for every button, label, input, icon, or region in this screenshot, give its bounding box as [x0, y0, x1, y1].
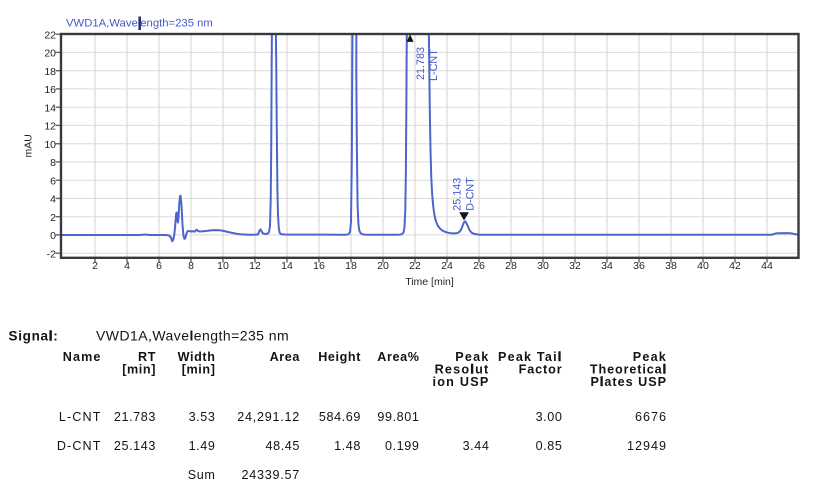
- svg-text:VWD1A,Wavelength=235 nm: VWD1A,Wavelength=235 nm: [96, 327, 289, 343]
- svg-text:12: 12: [44, 121, 56, 133]
- svg-text:3.44: 3.44: [463, 439, 490, 453]
- svg-text:Theoretical: Theoretical: [590, 363, 667, 377]
- svg-text:40: 40: [697, 260, 709, 272]
- svg-text:RT: RT: [138, 350, 156, 364]
- svg-text:Time [min]: Time [min]: [405, 276, 454, 288]
- svg-text:38: 38: [665, 260, 677, 272]
- svg-text:Peak: Peak: [455, 350, 489, 364]
- svg-text:Peak: Peak: [633, 350, 667, 364]
- svg-text:3.53: 3.53: [189, 410, 216, 424]
- svg-text:18: 18: [345, 260, 357, 272]
- svg-text:Resolut: Resolut: [435, 363, 490, 377]
- svg-text:584.69: 584.69: [319, 410, 361, 424]
- svg-text:24: 24: [441, 260, 453, 272]
- svg-text:Area%: Area%: [377, 350, 419, 364]
- svg-text:Sum: Sum: [188, 468, 216, 482]
- svg-text:Width: Width: [178, 350, 216, 364]
- svg-text:22: 22: [409, 260, 421, 272]
- svg-text:18: 18: [44, 66, 56, 78]
- svg-text:24,291.12: 24,291.12: [237, 410, 300, 424]
- svg-text:Plates USP: Plates USP: [590, 375, 667, 389]
- svg-text:20: 20: [377, 260, 389, 272]
- svg-text:4: 4: [50, 194, 56, 206]
- svg-text:28: 28: [505, 260, 517, 272]
- svg-text:Area: Area: [270, 350, 301, 364]
- svg-text:44: 44: [761, 260, 773, 272]
- svg-text:Name: Name: [63, 350, 102, 364]
- svg-text:34: 34: [601, 260, 613, 272]
- svg-text:L-CNT: L-CNT: [59, 410, 102, 424]
- svg-text:Height: Height: [318, 350, 361, 364]
- svg-text:L-CNT: L-CNT: [428, 49, 440, 81]
- svg-text:[min]: [min]: [122, 363, 156, 377]
- svg-text:26: 26: [473, 260, 485, 272]
- svg-text:3.00: 3.00: [536, 410, 563, 424]
- svg-text:16: 16: [44, 84, 56, 96]
- svg-text:8: 8: [188, 260, 194, 272]
- svg-text:12949: 12949: [627, 439, 667, 453]
- svg-text:10: 10: [217, 260, 229, 272]
- svg-text:20: 20: [44, 48, 56, 60]
- svg-text:4: 4: [124, 260, 130, 272]
- svg-text:Peak Tail: Peak Tail: [498, 350, 562, 364]
- svg-text:D-CNT: D-CNT: [465, 177, 477, 211]
- svg-text:42: 42: [729, 260, 741, 272]
- svg-text:D-CNT: D-CNT: [57, 439, 102, 453]
- svg-text:30: 30: [537, 260, 549, 272]
- svg-text:2: 2: [50, 212, 56, 224]
- svg-text:mAU: mAU: [23, 134, 35, 157]
- svg-text:0: 0: [50, 230, 56, 242]
- svg-text:12: 12: [249, 260, 261, 272]
- svg-text:36: 36: [633, 260, 645, 272]
- svg-text:Signal:: Signal:: [9, 328, 59, 343]
- svg-text:21.783: 21.783: [114, 410, 156, 424]
- svg-text:22: 22: [44, 30, 56, 42]
- svg-text:2: 2: [92, 260, 98, 272]
- svg-text:21.783: 21.783: [415, 47, 427, 80]
- svg-text:10: 10: [44, 139, 56, 151]
- svg-text:48.45: 48.45: [265, 439, 300, 453]
- svg-text:25.143: 25.143: [114, 439, 156, 453]
- svg-text:0.85: 0.85: [536, 439, 563, 453]
- svg-text:99.801: 99.801: [377, 410, 419, 424]
- svg-text:32: 32: [569, 260, 581, 272]
- svg-text:6: 6: [50, 176, 56, 188]
- svg-text:ion USP: ion USP: [432, 375, 489, 389]
- svg-text:[min]: [min]: [182, 363, 216, 377]
- svg-text:8: 8: [50, 157, 56, 169]
- svg-text:16: 16: [313, 260, 325, 272]
- svg-text:Factor: Factor: [519, 363, 563, 377]
- svg-text:25.143: 25.143: [452, 178, 464, 211]
- svg-text:0.199: 0.199: [385, 439, 420, 453]
- svg-text:1.48: 1.48: [334, 439, 361, 453]
- svg-text:14: 14: [281, 260, 293, 272]
- svg-text:24339.57: 24339.57: [241, 468, 300, 482]
- svg-text:6676: 6676: [635, 410, 667, 424]
- svg-text:14: 14: [44, 103, 56, 115]
- svg-text:-2: -2: [47, 249, 56, 261]
- svg-text:6: 6: [156, 260, 162, 272]
- svg-text:1.49: 1.49: [189, 439, 216, 453]
